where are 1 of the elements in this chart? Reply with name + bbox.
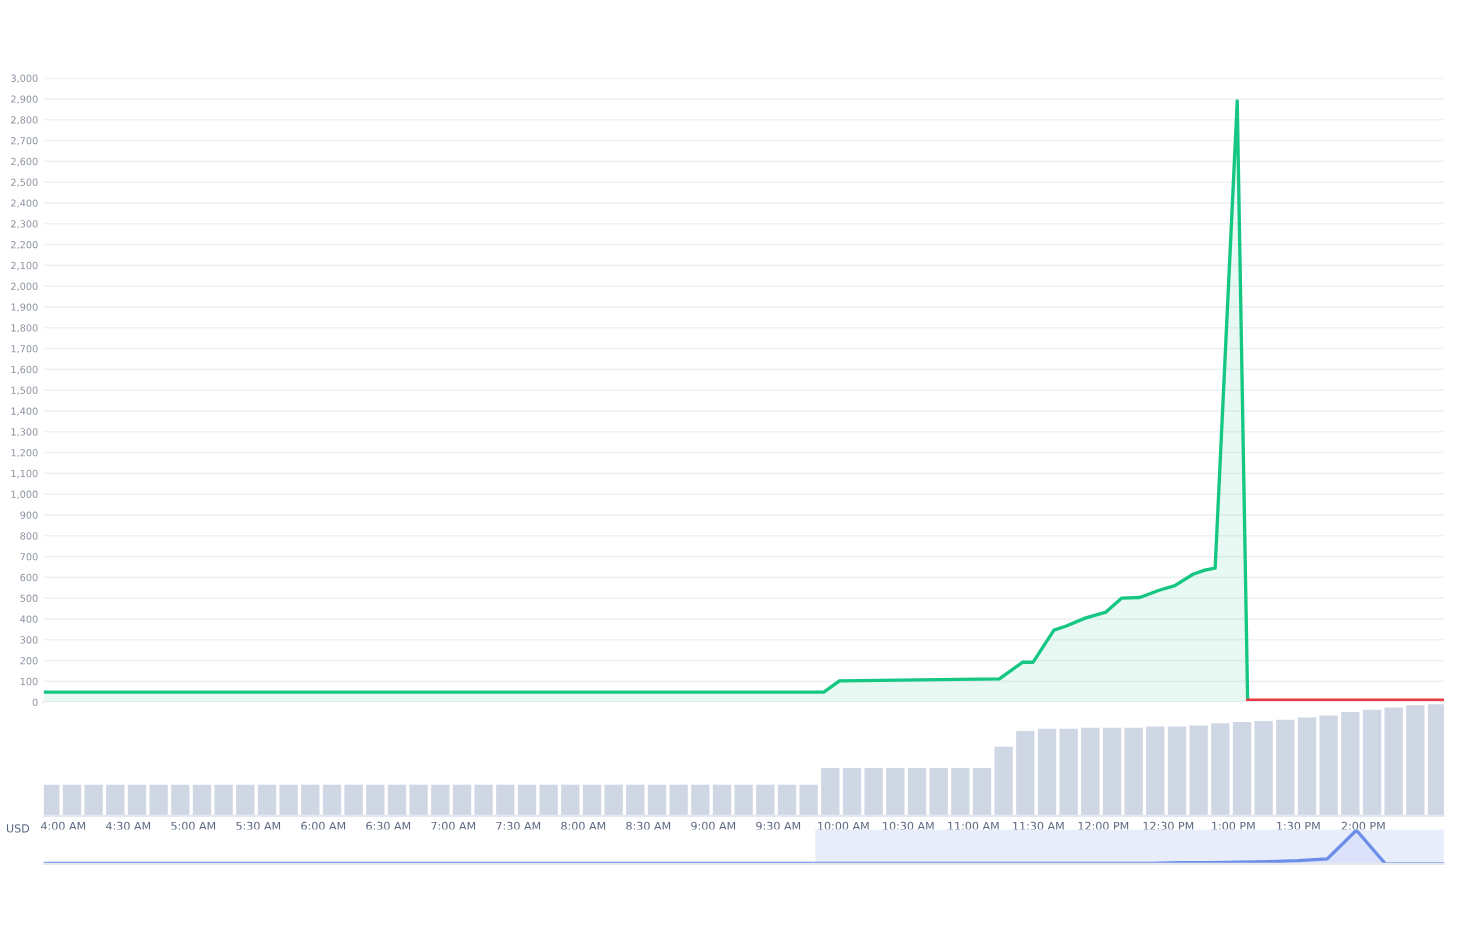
bar — [43, 784, 60, 816]
